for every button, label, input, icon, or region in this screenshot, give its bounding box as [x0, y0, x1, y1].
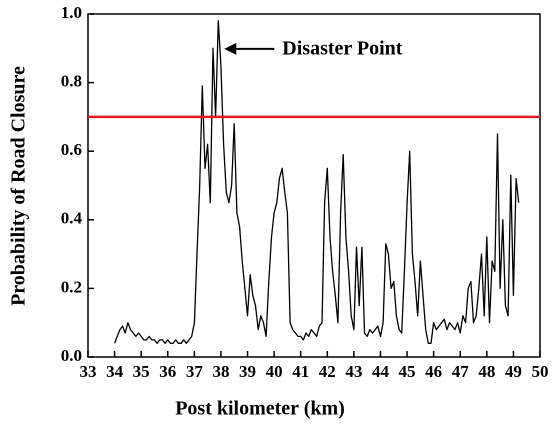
x-tick-label: 38 [212, 362, 229, 381]
x-tick-label: 34 [106, 362, 124, 381]
data-line [113, 20, 520, 344]
x-tick-label: 35 [133, 362, 150, 381]
x-tick-label: 42 [319, 362, 336, 381]
x-tick-label: 49 [505, 362, 522, 381]
x-tick-label: 46 [425, 362, 442, 381]
y-axis-label: Probability of Road Closure [8, 66, 30, 306]
x-tick-label: 45 [399, 362, 416, 381]
x-tick-label: 41 [292, 362, 309, 381]
y-tick-label: 1.0 [61, 3, 82, 22]
x-tick-label: 40 [266, 362, 283, 381]
x-axis-label: Post kilometer (km) [175, 398, 345, 420]
x-tick-label: 43 [345, 362, 362, 381]
x-tick-label: 44 [372, 362, 390, 381]
plot-frame [87, 13, 541, 358]
y-tick-label: 0.4 [61, 209, 83, 228]
y-tick-label: 0.2 [61, 277, 82, 296]
x-tick-label: 37 [186, 362, 204, 381]
annotation-text: Disaster Point [282, 37, 403, 59]
x-tick-label: 50 [532, 362, 549, 381]
x-tick-label: 39 [239, 362, 256, 381]
x-tick-label: 36 [159, 362, 176, 381]
x-tick-label: 33 [80, 362, 97, 381]
annotation-arrowhead [224, 42, 237, 55]
x-tick-label: 48 [478, 362, 495, 381]
y-tick-label: 0.8 [61, 72, 82, 91]
x-tick-label: 47 [452, 362, 470, 381]
y-tick-label: 0.0 [61, 346, 82, 365]
y-tick-label: 0.6 [61, 140, 82, 159]
